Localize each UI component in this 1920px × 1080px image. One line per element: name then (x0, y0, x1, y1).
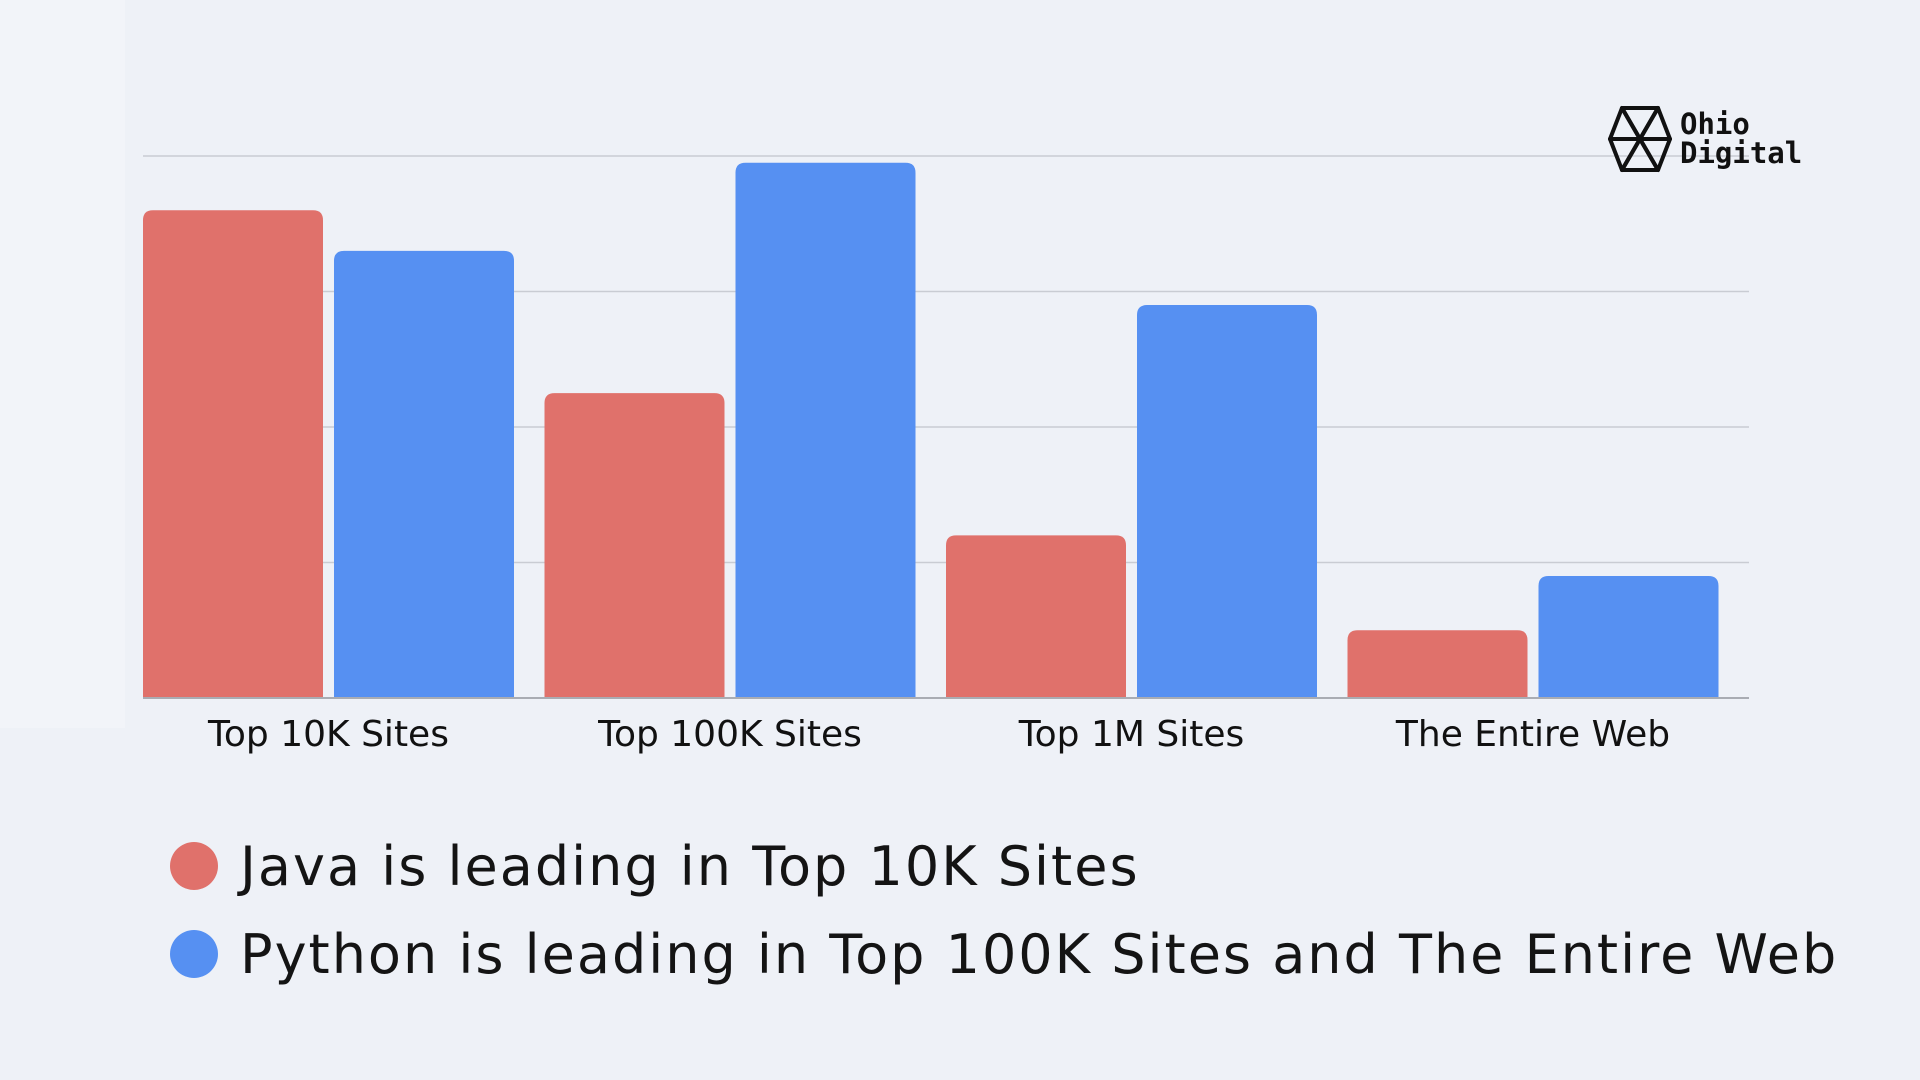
bar-java-0 (143, 210, 323, 698)
bar-python-0 (334, 250, 514, 698)
legend-item-python: Python is leading in Top 100K Sites and … (170, 910, 1838, 998)
logo-line-2: Digital (1680, 136, 1803, 170)
legend-item-java: Java is leading in Top 10K Sites (170, 822, 1838, 910)
logo-text: Ohio Digital (1680, 110, 1802, 168)
x-tick-label: The Entire Web (1395, 714, 1670, 755)
x-tick-label: Top 10K Sites (207, 714, 449, 755)
x-tick-label: Top 100K Sites (597, 714, 862, 755)
bar-java-3 (1347, 630, 1528, 698)
bar-java-1 (544, 393, 725, 698)
logo: Ohio Digital (1608, 104, 1802, 174)
legend-text-java: Java is leading in Top 10K Sites (240, 834, 1140, 898)
legend-dot-java (170, 842, 218, 890)
logo-line-1: Ohio (1680, 107, 1750, 141)
hexagon-triangles-icon (1608, 106, 1672, 172)
legend-dot-python (170, 930, 218, 978)
bar-python-3 (1538, 576, 1719, 698)
bar-python-1 (735, 162, 916, 698)
x-tick-label: Top 1M Sites (1018, 714, 1244, 755)
bar-python-2 (1137, 305, 1317, 698)
legend-text-python: Python is leading in Top 100K Sites and … (240, 922, 1839, 986)
legend: Java is leading in Top 10K Sites Python … (170, 822, 1838, 998)
bar-java-2 (946, 535, 1126, 698)
background-panel (0, 0, 125, 728)
